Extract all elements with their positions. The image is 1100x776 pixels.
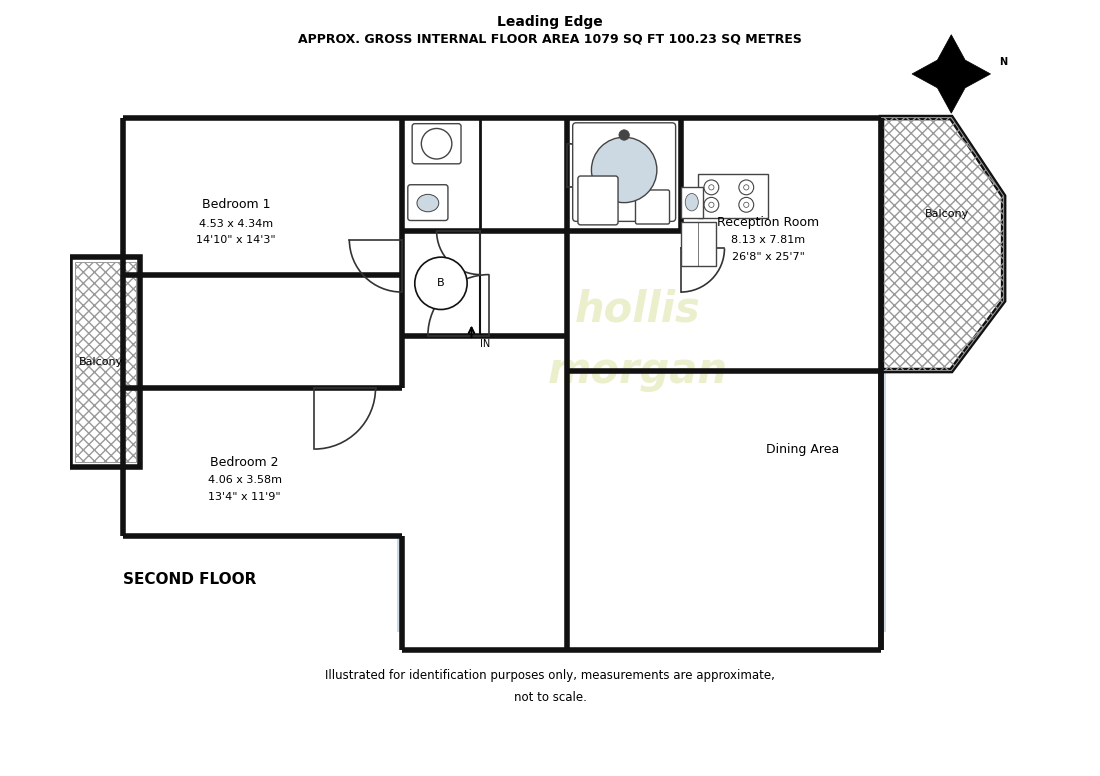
Bar [681, 187, 703, 218]
Text: Reception Room: Reception Room [717, 216, 820, 229]
Text: Bedroom 2: Bedroom 2 [210, 456, 279, 469]
Bar [397, 528, 886, 632]
Ellipse shape [685, 193, 698, 211]
Text: 26'8" x 25'7": 26'8" x 25'7" [732, 252, 804, 262]
Polygon shape [122, 118, 881, 650]
Bar [70, 257, 140, 466]
Bar [75, 262, 135, 462]
Polygon shape [881, 118, 1003, 371]
FancyBboxPatch shape [636, 190, 670, 224]
FancyBboxPatch shape [412, 123, 461, 164]
Text: 4.06 x 3.58m: 4.06 x 3.58m [208, 475, 282, 484]
Bar [397, 231, 886, 632]
Text: not to scale.: not to scale. [514, 691, 586, 704]
Text: Balcony: Balcony [925, 209, 969, 219]
Text: Illustrated for identification purposes only, measurements are approximate,: Illustrated for identification purposes … [326, 670, 774, 682]
Text: hollis: hollis [574, 289, 700, 331]
Text: 14'10" x 14'3": 14'10" x 14'3" [196, 234, 276, 244]
Circle shape [619, 130, 629, 140]
Text: 13'4" x 11'9": 13'4" x 11'9" [208, 492, 280, 502]
Text: B: B [437, 279, 444, 289]
Ellipse shape [421, 129, 452, 159]
Text: SECOND FLOOR: SECOND FLOOR [122, 573, 256, 587]
Text: Dining Area: Dining Area [767, 442, 839, 456]
Circle shape [415, 257, 468, 310]
FancyBboxPatch shape [573, 123, 675, 221]
Text: IN: IN [481, 339, 491, 349]
Text: 4.53 x 4.34m: 4.53 x 4.34m [199, 219, 273, 229]
Ellipse shape [417, 194, 439, 212]
Text: 8.13 x 7.81m: 8.13 x 7.81m [732, 234, 805, 244]
Text: Balcony: Balcony [78, 357, 123, 367]
Text: Kitchen: Kitchen [596, 181, 644, 194]
FancyBboxPatch shape [578, 176, 618, 225]
Polygon shape [912, 35, 990, 113]
Ellipse shape [592, 137, 657, 203]
Bar [681, 222, 716, 266]
Text: Leading Edge: Leading Edge [497, 15, 603, 29]
Text: APPROX. GROSS INTERNAL FLOOR AREA 1079 SQ FT 100.23 SQ METRES: APPROX. GROSS INTERNAL FLOOR AREA 1079 S… [298, 33, 802, 46]
FancyBboxPatch shape [408, 185, 448, 220]
Text: N: N [1000, 57, 1008, 68]
Text: Bedroom 1: Bedroom 1 [201, 199, 271, 211]
Text: morgan: morgan [547, 349, 727, 392]
Bar [698, 175, 768, 218]
